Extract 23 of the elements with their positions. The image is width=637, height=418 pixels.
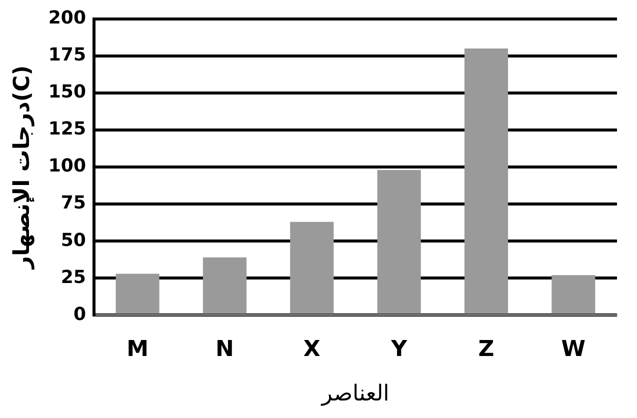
y-tick-label: 175 [48,44,86,66]
x-axis-title: العناصر [320,382,390,407]
y-tick-label: 75 [60,192,86,214]
bar [202,257,247,314]
y-tick-label: 100 [48,156,86,177]
x-tick-label: Z [478,337,494,362]
x-tick-label: M [126,337,149,362]
bar [464,48,508,314]
bar [116,274,160,314]
y-tick-label: 50 [60,230,86,251]
x-tick-label: X [303,337,320,362]
y-axis-title: درجات الإنصهار(C) [10,65,35,270]
x-tick-label: N [216,337,234,362]
x-tick-label: Y [390,337,408,362]
bar [377,170,421,314]
y-tick-label: 150 [48,82,86,103]
bar [552,275,596,314]
y-tick-label: 200 [48,7,86,28]
bar [290,222,334,314]
y-tick-label: 25 [60,266,86,288]
y-tick-label: 125 [48,118,86,140]
y-tick-label: 0 [73,304,86,325]
x-tick-label: W [561,337,586,362]
